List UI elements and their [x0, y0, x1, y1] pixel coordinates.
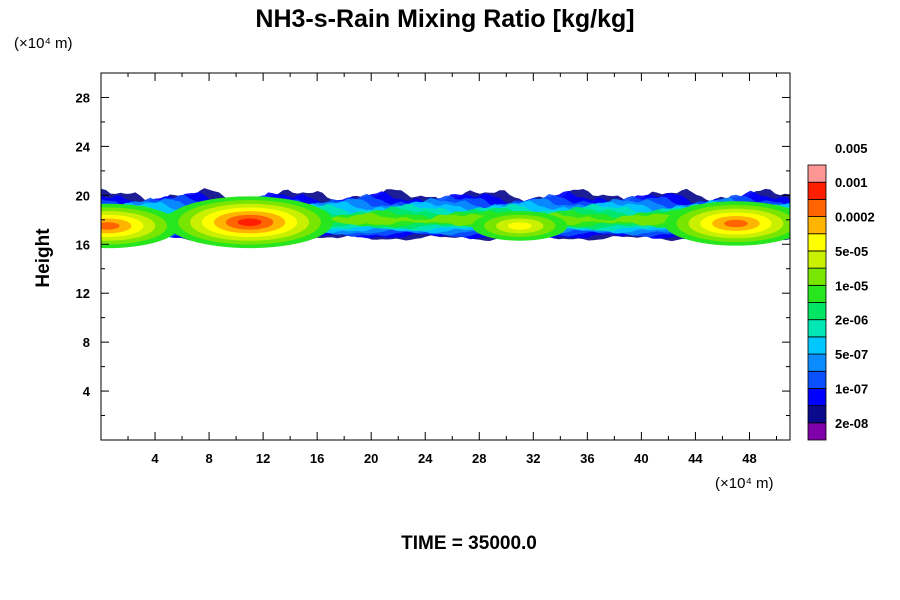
colorbar-swatch — [807, 422, 827, 441]
colorbar-label: 1e-07 — [835, 381, 868, 396]
x-tick-label: 48 — [742, 451, 756, 466]
x-tick-label: 8 — [205, 451, 212, 466]
colorbar-swatch — [807, 181, 827, 200]
y-tick-label: 4 — [83, 384, 91, 399]
plot-background — [101, 73, 790, 440]
x-tick-label: 28 — [472, 451, 486, 466]
colorbar-swatch — [807, 267, 827, 286]
colorbar-swatch — [807, 405, 827, 424]
colorbar-swatch — [807, 370, 827, 389]
y-tick-label: 16 — [76, 237, 90, 252]
y-axis-label: Height — [33, 228, 54, 288]
colorbar-swatch — [807, 336, 827, 355]
colorbar-label: 1e-05 — [835, 278, 868, 293]
x-tick-label: 24 — [418, 451, 433, 466]
colorbar: 2e-08 1e-07 5e-07 2e-06 1e-05 5e-05 0.0002 0.00… — [807, 141, 875, 441]
y-tick-label: 12 — [76, 286, 90, 301]
x-tick-label: 4 — [151, 451, 159, 466]
y-unit-label: (×10⁴ m) — [14, 35, 73, 52]
colorbar-swatch — [807, 319, 827, 338]
colorbar-swatch — [807, 250, 827, 269]
colorbar-swatch — [807, 388, 827, 407]
colorbar-swatch — [807, 353, 827, 372]
colorbar-label: 2e-08 — [835, 416, 868, 431]
x-tick-label: 32 — [526, 451, 540, 466]
colorbar-swatch — [807, 302, 827, 321]
x-tick-label: 40 — [634, 451, 648, 466]
plot-area — [101, 73, 790, 440]
x-tick-label: 20 — [364, 451, 378, 466]
hotspot-contour — [237, 218, 262, 226]
x-unit-label: (×10⁴ m) — [715, 475, 774, 492]
hotspot-contour — [101, 222, 120, 230]
colorbar-label: 5e-07 — [835, 347, 868, 362]
colorbar-label: 2e-06 — [835, 313, 868, 328]
colorbar-swatch — [807, 164, 827, 183]
x-tick-label: 44 — [688, 451, 703, 466]
colorbar-swatch — [807, 284, 827, 303]
hotspot-contour — [507, 222, 532, 230]
y-tick-label: 28 — [76, 90, 90, 105]
x-tick-label: 16 — [310, 451, 324, 466]
colorbar-label: 0.001 — [835, 175, 868, 190]
y-tick-label: 20 — [76, 188, 90, 203]
colorbar-swatch — [807, 233, 827, 252]
x-tick-label: 12 — [256, 451, 270, 466]
plot-frame — [100, 72, 791, 441]
x-tick-label: 36 — [580, 451, 594, 466]
y-tick-label: 8 — [83, 335, 90, 350]
y-tick-label: 24 — [76, 139, 91, 154]
chart-title: NH3-s-Rain Mixing Ratio [kg/kg] — [255, 5, 634, 33]
colorbar-swatch — [807, 198, 827, 217]
mixing-ratio-field — [101, 188, 790, 249]
colorbar-swatch — [807, 216, 827, 235]
colorbar-label: 0.005 — [835, 141, 868, 156]
hotspot-contour — [724, 219, 748, 228]
colorbar-label: 0.0002 — [835, 210, 875, 225]
time-label: TIME = 35000.0 — [401, 533, 537, 554]
colorbar-label: 5e-05 — [835, 244, 868, 259]
